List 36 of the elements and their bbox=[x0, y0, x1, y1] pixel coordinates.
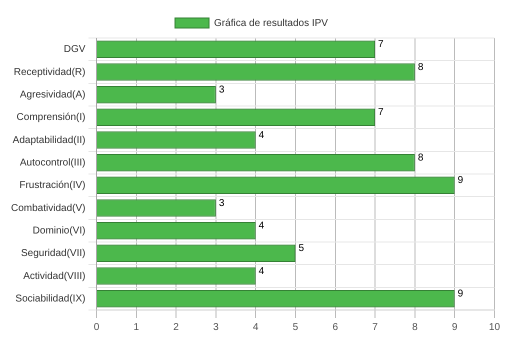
data-label: 9 bbox=[458, 175, 464, 186]
y-tick-label: Sociabilidad(IX) bbox=[15, 293, 86, 304]
y-tick-label: Frustración(IV) bbox=[19, 180, 86, 192]
data-label: 9 bbox=[458, 288, 464, 300]
y-tick-label: Receptividad(R) bbox=[14, 66, 86, 78]
y-tick-label: Seguridad(VII) bbox=[20, 248, 86, 260]
x-tick-label: 1 bbox=[133, 322, 140, 333]
data-label: 3 bbox=[218, 198, 225, 209]
x-tick-label: 10 bbox=[488, 322, 500, 333]
x-tick-label: 0 bbox=[94, 322, 100, 333]
x-tick-label: 8 bbox=[412, 322, 418, 333]
x-tick-label: 7 bbox=[372, 322, 378, 333]
data-label: 4 bbox=[258, 220, 265, 232]
data-label: 7 bbox=[378, 107, 384, 118]
y-tick-label: Comprensión(I) bbox=[16, 112, 86, 124]
y-tick-label: Autocontrol(III) bbox=[20, 157, 86, 168]
data-label: 3 bbox=[218, 84, 225, 96]
legend-label: Gráfica de resultados IPV bbox=[214, 18, 328, 29]
x-tick-label: 5 bbox=[292, 322, 299, 333]
y-tick-label: Actividad(VIII) bbox=[23, 270, 86, 282]
x-tick-label: 3 bbox=[213, 322, 220, 333]
x-tick-label: 4 bbox=[252, 322, 259, 333]
data-label: 4 bbox=[258, 266, 265, 277]
data-label: 8 bbox=[418, 152, 424, 164]
data-label: 8 bbox=[418, 62, 424, 73]
x-tick-label: 2 bbox=[173, 322, 180, 333]
data-label: 5 bbox=[298, 243, 304, 254]
y-tick-label: Agresividad(A) bbox=[20, 89, 86, 100]
y-tick-label: Combatividad(V) bbox=[10, 202, 86, 214]
x-tick-label: 6 bbox=[332, 322, 338, 333]
y-tick-label: DGV bbox=[64, 44, 86, 56]
data-label: 4 bbox=[258, 130, 265, 141]
data-label: 7 bbox=[378, 39, 384, 50]
y-tick-label: Dominio(VI) bbox=[32, 225, 86, 236]
y-tick-label: Adaptabilidad(II) bbox=[12, 134, 86, 146]
x-tick-label: 9 bbox=[452, 322, 458, 333]
